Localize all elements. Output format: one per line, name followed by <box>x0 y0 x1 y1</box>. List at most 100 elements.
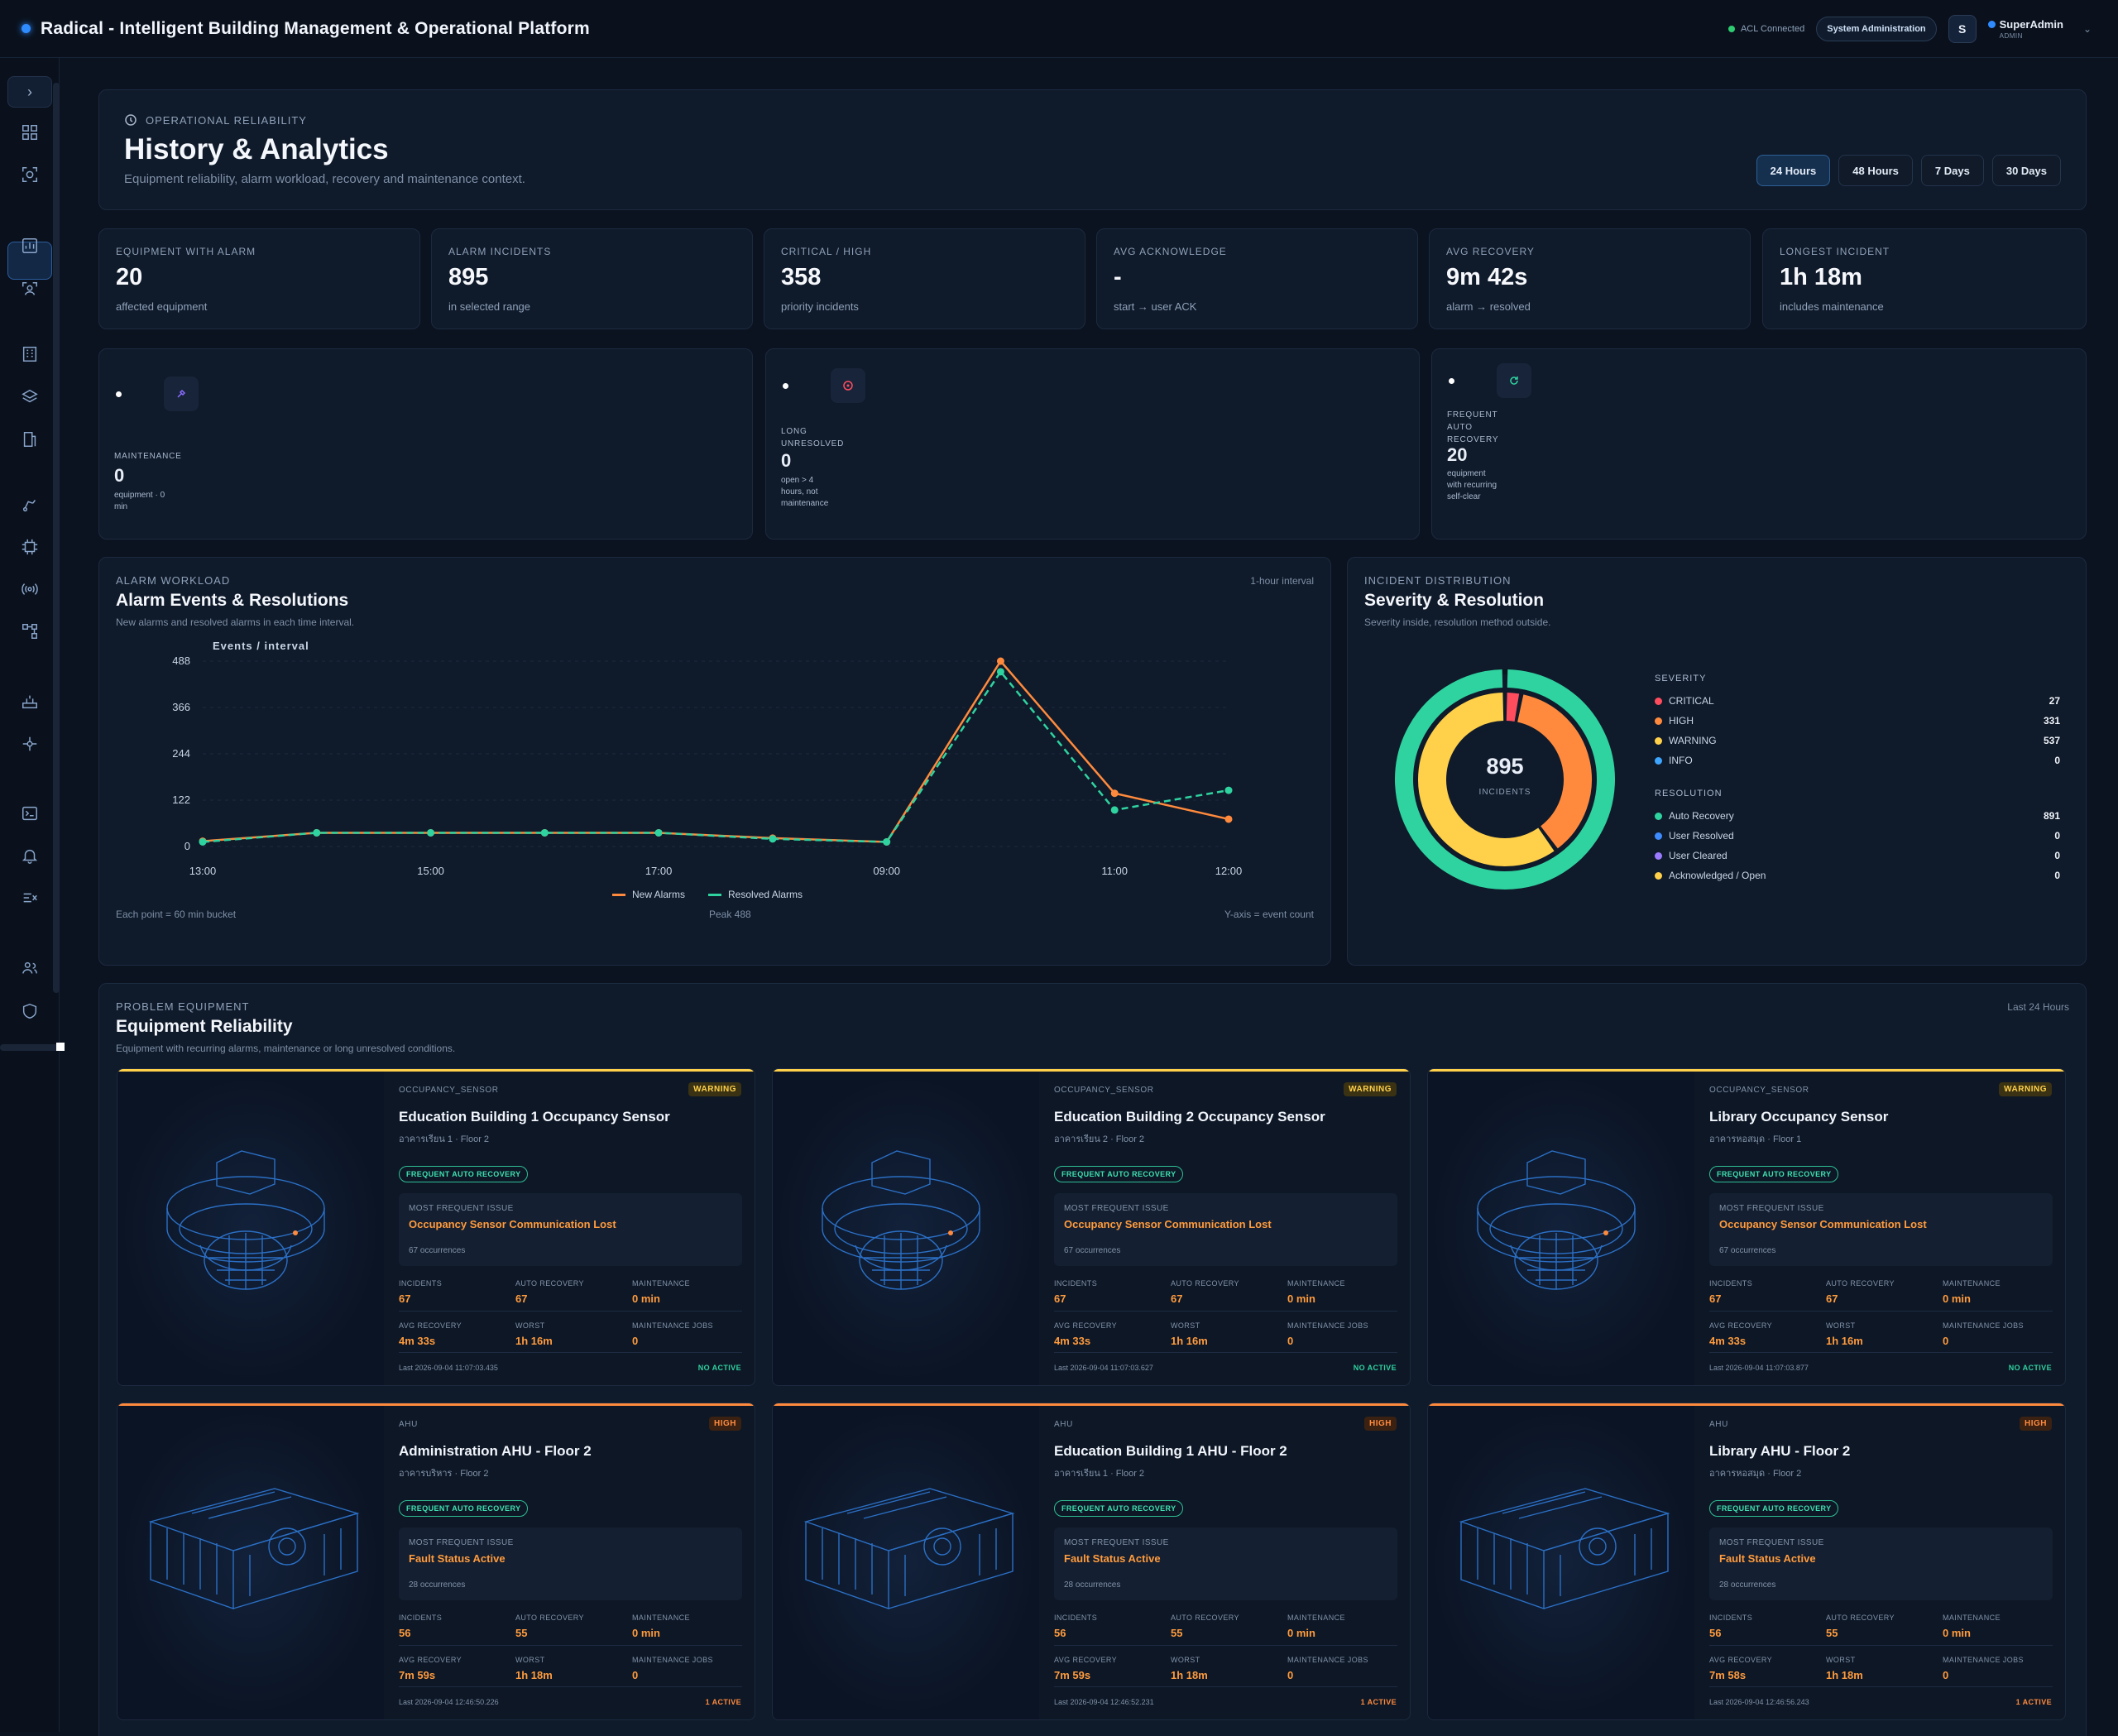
terminal-icon[interactable] <box>17 800 43 827</box>
last-occurrence: Last 2026-09-04 11:07:03.435 <box>399 1364 498 1372</box>
metric-auto-recovery: AUTO RECOVERY 55 <box>1171 1614 1287 1639</box>
equipment-name[interactable]: Library AHU - Floor 2 <box>1709 1443 1851 1459</box>
chip-icon[interactable] <box>17 534 43 560</box>
distribution-title: Severity & Resolution <box>1364 591 1545 610</box>
sidebar-scrollbar[interactable] <box>53 83 60 993</box>
equipment-card[interactable]: AHU HIGH Administration AHU - Floor 2 อาคาร… <box>117 1403 755 1720</box>
face-scan-icon[interactable] <box>17 276 43 303</box>
range-24h-button[interactable]: 24 Hours <box>1756 155 1831 186</box>
scan-icon[interactable] <box>17 161 43 188</box>
chart-footer-peak: Peak 488 <box>709 909 751 920</box>
issue-text: Fault Status Active <box>1064 1552 1161 1565</box>
data-point[interactable] <box>313 828 321 837</box>
mini-label: LONG UNRESOLVED <box>781 427 845 448</box>
data-point[interactable] <box>1224 786 1233 794</box>
robot-arm-icon[interactable] <box>17 492 43 518</box>
data-point[interactable] <box>1110 806 1119 814</box>
equipment-name[interactable]: Library Occupancy Sensor <box>1709 1109 1889 1125</box>
system-administration-button[interactable]: System Administration <box>1816 17 1937 41</box>
equipment-name[interactable]: Administration AHU - Floor 2 <box>399 1443 592 1459</box>
data-point[interactable] <box>540 828 549 837</box>
network-icon[interactable] <box>17 618 43 645</box>
range-30d-button[interactable]: 30 Days <box>1991 155 2061 186</box>
page-subtitle: Equipment reliability, alarm workload, r… <box>124 172 525 186</box>
sidebar-horizontal-scrollbar[interactable] <box>0 1044 60 1051</box>
resolution-arc[interactable] <box>1395 669 1615 890</box>
hub-icon[interactable] <box>17 731 43 757</box>
data-point[interactable] <box>1224 815 1233 823</box>
router-icon[interactable] <box>17 688 43 715</box>
metric-avg-recovery: AVG RECOVERY 7m 58s <box>1709 1656 1825 1681</box>
equipment-image <box>117 1072 384 1385</box>
card-accent-line <box>1428 1403 2065 1406</box>
analytics-icon[interactable] <box>17 233 43 259</box>
user-menu[interactable]: SuperAdmin ADMIN <box>1987 18 2063 40</box>
issue-label: MOST FREQUENT ISSUE <box>409 1538 514 1547</box>
severity-arc[interactable] <box>1517 694 1592 849</box>
filter-icon[interactable] <box>17 885 43 911</box>
mini-value: 0 <box>781 450 792 471</box>
equipment-card[interactable]: AHU HIGH Library AHU - Floor 2 อาคารหอสมุด … <box>1427 1403 2066 1720</box>
y-tick-label: 244 <box>172 747 190 760</box>
broadcast-icon[interactable] <box>17 576 43 602</box>
legend-item[interactable]: User Cleared 0 <box>1655 850 2060 861</box>
legend-item[interactable]: User Resolved 0 <box>1655 830 2060 842</box>
app-logo-dot <box>22 24 31 33</box>
y-tick-label: 122 <box>172 794 190 806</box>
range-48h-button[interactable]: 48 Hours <box>1838 155 1913 186</box>
floor-icon[interactable] <box>17 426 43 453</box>
equipment-name[interactable]: Education Building 1 AHU - Floor 2 <box>1054 1443 1287 1459</box>
equipment-name[interactable]: Education Building 1 Occupancy Sensor <box>399 1109 670 1125</box>
layers-icon[interactable] <box>17 384 43 410</box>
divider <box>1709 1311 2053 1312</box>
legend-dot <box>1655 812 1662 820</box>
most-frequent-issue-box: MOST FREQUENT ISSUE Occupancy Sensor Comm… <box>1054 1193 1397 1266</box>
data-point[interactable] <box>1110 789 1119 798</box>
issue-label: MOST FREQUENT ISSUE <box>1719 1204 1824 1213</box>
dashboard-icon[interactable] <box>17 119 43 146</box>
users-icon[interactable] <box>17 955 43 981</box>
sidebar-toggle-button[interactable]: › <box>7 76 52 108</box>
equipment-name[interactable]: Education Building 2 Occupancy Sensor <box>1054 1109 1325 1125</box>
equipment-card[interactable]: AHU HIGH Education Building 1 AHU - Floor … <box>772 1403 1411 1720</box>
legend-item[interactable]: CRITICAL 27 <box>1655 695 2060 707</box>
legend-item[interactable]: Acknowledged / Open 0 <box>1655 870 2060 881</box>
data-point[interactable] <box>883 837 891 846</box>
avatar[interactable]: S <box>1948 15 1977 43</box>
legend-item[interactable]: INFO 0 <box>1655 755 2060 766</box>
metric-label: AVG RECOVERY <box>1054 1656 1117 1664</box>
legend-new-alarms[interactable]: New Alarms <box>612 889 685 900</box>
stat-value: 895 <box>448 264 489 290</box>
metric-label: MAINTENANCE JOBS <box>1943 1321 2024 1330</box>
equipment-card[interactable]: OCCUPANCY_SENSOR WARNING Education Buildin… <box>117 1068 755 1386</box>
mini-label: MAINTENANCE <box>114 452 182 461</box>
metric-maintenance: MAINTENANCE 0 min <box>632 1614 748 1639</box>
data-point[interactable] <box>769 835 777 843</box>
severity-arc[interactable] <box>1418 693 1555 866</box>
data-point[interactable] <box>199 837 207 846</box>
legend-item[interactable]: HIGH 331 <box>1655 715 2060 727</box>
x-tick-label: 09:00 <box>873 865 900 877</box>
range-7d-button[interactable]: 7 Days <box>1920 155 1984 186</box>
stat-sub: in selected range <box>448 300 531 313</box>
chevron-down-icon[interactable]: ⌄ <box>2082 23 2092 35</box>
severity-donut-chart <box>1395 669 1615 890</box>
data-point[interactable] <box>996 657 1004 665</box>
metric-label: MAINTENANCE <box>632 1614 690 1622</box>
metric-value: 4m 33s <box>1054 1335 1091 1347</box>
chart-footer-left: Each point = 60 min bucket <box>116 909 237 920</box>
legend-item[interactable]: Auto Recovery 891 <box>1655 810 2060 822</box>
equipment-card[interactable]: OCCUPANCY_SENSOR WARNING Library Occupancy… <box>1427 1068 2066 1386</box>
data-point[interactable] <box>427 828 435 837</box>
data-point[interactable] <box>654 828 663 837</box>
equipment-card[interactable]: OCCUPANCY_SENSOR WARNING Education Buildin… <box>772 1068 1411 1386</box>
issue-label: MOST FREQUENT ISSUE <box>1064 1204 1169 1213</box>
metric-maintenance: MAINTENANCE 0 min <box>1287 1279 1403 1305</box>
shield-icon[interactable] <box>17 998 43 1024</box>
data-point[interactable] <box>996 668 1004 676</box>
legend-item[interactable]: WARNING 537 <box>1655 735 2060 746</box>
building-icon[interactable] <box>17 341 43 367</box>
issue-occurrences: 67 occurrences <box>409 1246 466 1255</box>
bell-icon[interactable] <box>17 842 43 869</box>
legend-resolved-alarms[interactable]: Resolved Alarms <box>708 889 803 900</box>
